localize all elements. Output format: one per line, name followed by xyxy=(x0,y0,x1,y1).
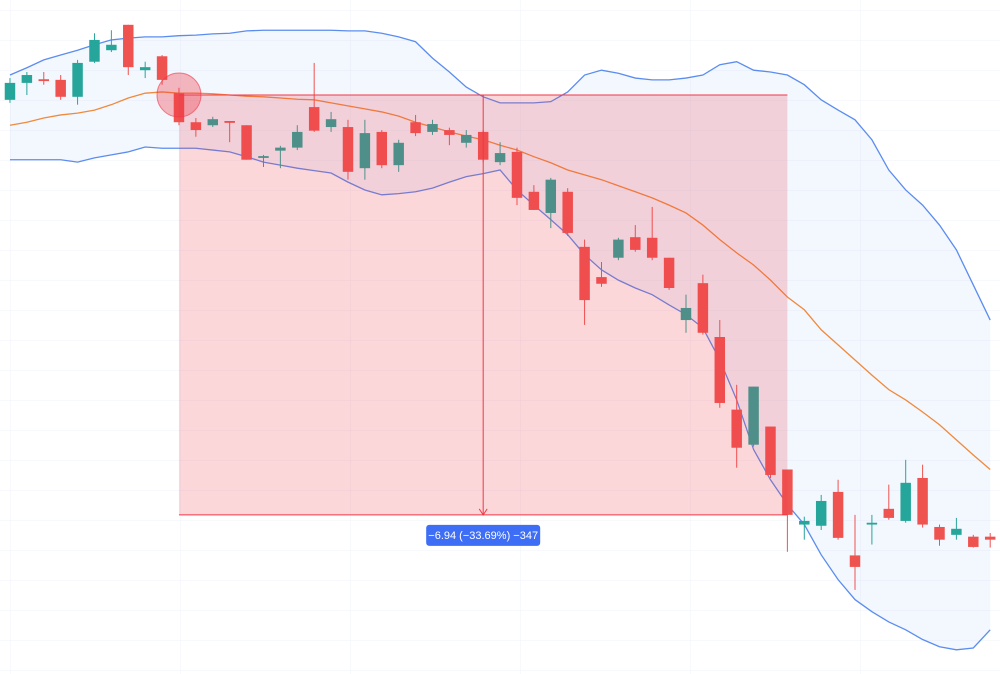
measure-start-point xyxy=(156,72,202,118)
candle-body xyxy=(376,131,388,166)
candle-body xyxy=(359,133,371,169)
candle-body xyxy=(106,44,117,51)
candle-body xyxy=(849,555,861,567)
candle-body xyxy=(951,528,962,535)
candle-body xyxy=(139,67,151,71)
candle-body xyxy=(596,277,607,284)
candle-body xyxy=(731,409,742,448)
candle-body xyxy=(393,142,404,166)
candle-body xyxy=(748,386,759,445)
candle-body xyxy=(72,62,83,97)
candle-body xyxy=(968,536,979,547)
candle-body xyxy=(545,179,557,213)
candle-body xyxy=(900,482,911,521)
candle-body xyxy=(444,130,455,135)
candle-body xyxy=(494,153,506,163)
measure-label: −6.94 (−33.69%) −347 xyxy=(428,530,538,542)
candle-body xyxy=(55,79,66,97)
candle-body xyxy=(190,122,202,131)
measure-arrowhead xyxy=(478,508,488,516)
candle-body xyxy=(292,131,303,148)
candle-body xyxy=(866,522,878,525)
candle-body xyxy=(765,426,776,475)
candle-body xyxy=(562,191,573,233)
candle-body xyxy=(342,127,354,172)
candle-body xyxy=(511,151,523,198)
candle-body xyxy=(325,119,337,128)
candle-body xyxy=(646,237,658,258)
measure-tool: −6.94 (−33.69%) −347 xyxy=(156,72,788,546)
candle-body xyxy=(275,147,286,151)
candle-body xyxy=(528,191,540,210)
candle-body xyxy=(917,477,928,525)
band-fill xyxy=(9,30,991,650)
candle-body xyxy=(410,122,421,134)
candle-body xyxy=(613,239,624,258)
candle-body xyxy=(89,39,100,62)
candle-body xyxy=(173,93,185,123)
candle-body xyxy=(934,526,945,540)
candle-body xyxy=(427,124,438,132)
candle-body xyxy=(258,156,269,158)
candle-body xyxy=(663,257,675,288)
candle-body xyxy=(680,307,692,321)
candle-body xyxy=(697,283,709,333)
candle-body xyxy=(224,121,235,123)
candle-body xyxy=(883,508,895,518)
candle-body xyxy=(461,134,472,143)
candle-body xyxy=(579,246,590,301)
candle-body xyxy=(714,337,726,403)
candle-body xyxy=(123,24,134,68)
candle-body xyxy=(38,79,50,82)
upper-band xyxy=(9,29,991,321)
candle-body xyxy=(815,500,827,526)
candle-body xyxy=(308,107,320,131)
candle-body xyxy=(241,125,252,160)
measure-label-bg xyxy=(426,524,541,546)
candle-body xyxy=(984,536,996,540)
candle-body xyxy=(630,237,641,250)
candle-body xyxy=(156,56,168,80)
lower-band xyxy=(9,146,991,651)
candle-body xyxy=(4,82,16,100)
candle-body xyxy=(21,75,33,83)
candle-body xyxy=(782,469,793,515)
candle-body xyxy=(207,119,219,126)
candle-body xyxy=(799,520,810,525)
candle-body xyxy=(832,491,844,538)
